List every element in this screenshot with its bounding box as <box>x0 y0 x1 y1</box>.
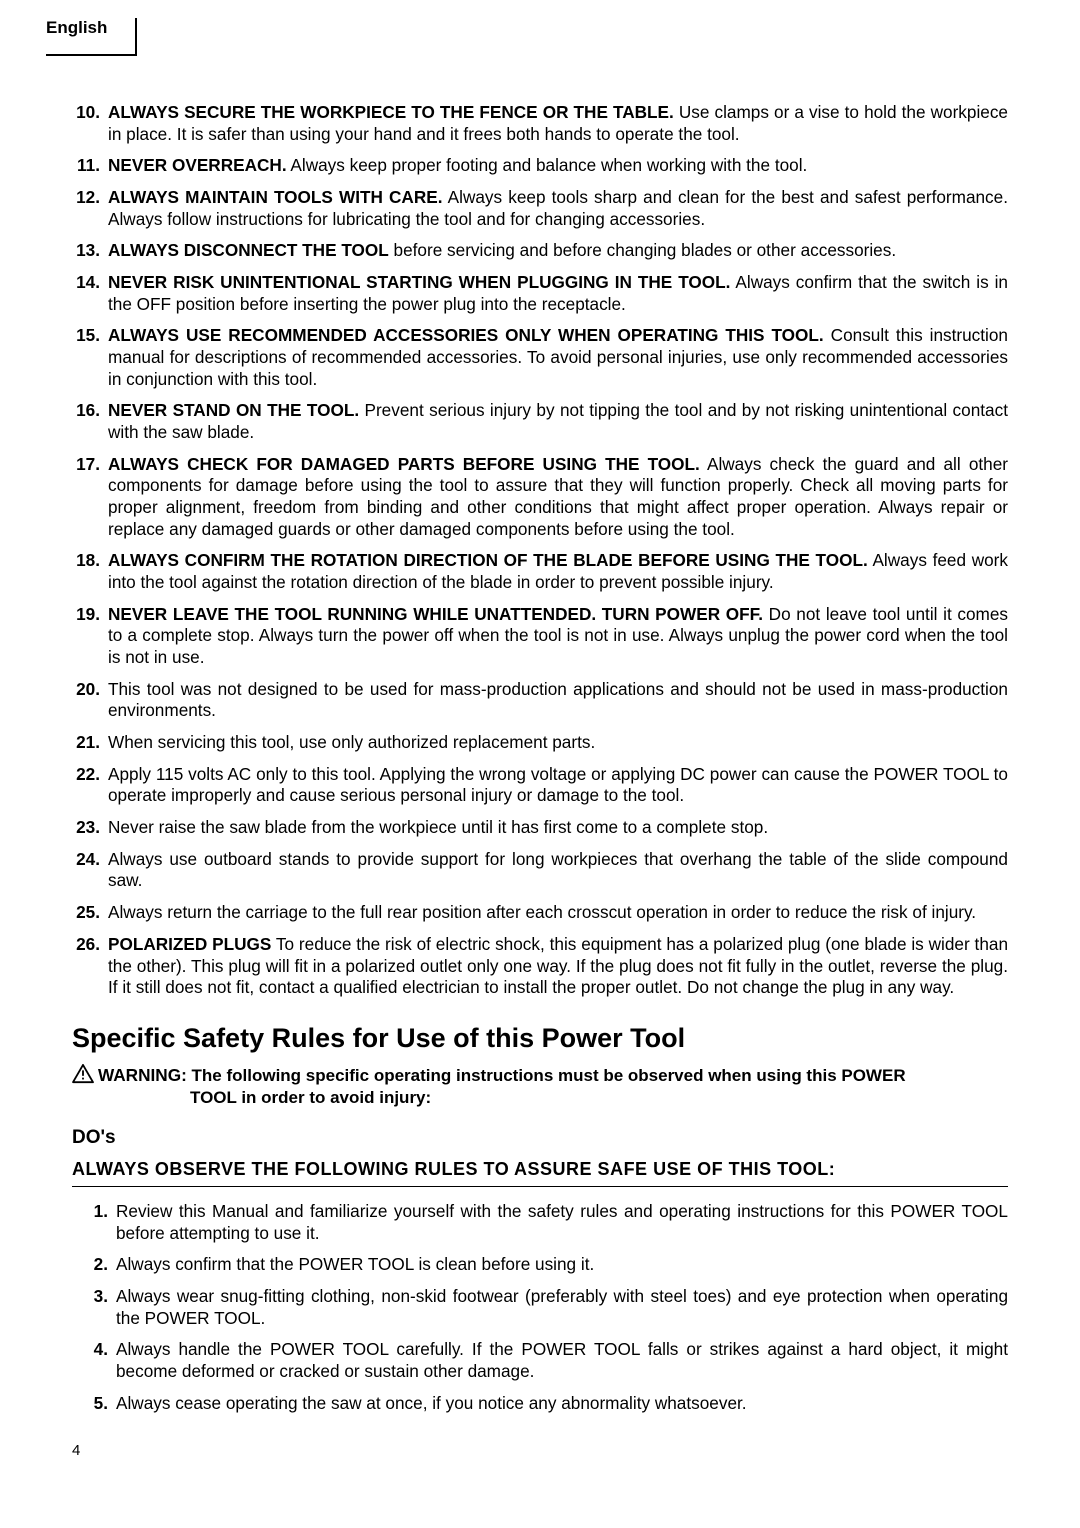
rule-text: Apply 115 volts AC only to this tool. Ap… <box>108 764 1008 806</box>
rule-number: 14. <box>72 272 108 315</box>
rule-body: NEVER LEAVE THE TOOL RUNNING WHILE UNATT… <box>108 604 1008 669</box>
rule-heading: NEVER LEAVE THE TOOL RUNNING WHILE UNATT… <box>108 604 763 624</box>
do-number: 1. <box>72 1201 116 1244</box>
safety-rules-list: 10.ALWAYS SECURE THE WORKPIECE TO THE FE… <box>72 102 1008 999</box>
rule-heading: ALWAYS CHECK FOR DAMAGED PARTS BEFORE US… <box>108 454 700 474</box>
rule-number: 15. <box>72 325 108 390</box>
rule-number: 10. <box>72 102 108 145</box>
rule-item: 24.Always use outboard stands to provide… <box>72 849 1008 892</box>
do-item: 2.Always confirm that the POWER TOOL is … <box>72 1254 1008 1276</box>
warning-line-1: The following specific operating instruc… <box>187 1066 906 1085</box>
do-item: 1.Review this Manual and familiarize you… <box>72 1201 1008 1244</box>
rule-text: Always use outboard stands to provide su… <box>108 849 1008 891</box>
warning-line-2: TOOL in order to avoid injury: <box>98 1087 1008 1109</box>
rule-heading: NEVER OVERREACH. <box>108 155 287 175</box>
dos-list: 1.Review this Manual and familiarize you… <box>72 1201 1008 1414</box>
rule-body: This tool was not designed to be used fo… <box>108 679 1008 722</box>
rule-body: POLARIZED PLUGS To reduce the risk of el… <box>108 934 1008 999</box>
do-number: 4. <box>72 1339 116 1382</box>
rule-body: ALWAYS SECURE THE WORKPIECE TO THE FENCE… <box>108 102 1008 145</box>
rule-item: 15.ALWAYS USE RECOMMENDED ACCESSORIES ON… <box>72 325 1008 390</box>
rule-item: 26.POLARIZED PLUGS To reduce the risk of… <box>72 934 1008 999</box>
do-number: 2. <box>72 1254 116 1276</box>
rule-item: 22.Apply 115 volts AC only to this tool.… <box>72 764 1008 807</box>
rule-heading: ALWAYS USE RECOMMENDED ACCESSORIES ONLY … <box>108 325 824 345</box>
rule-text: This tool was not designed to be used fo… <box>108 679 1008 721</box>
rule-number: 12. <box>72 187 108 230</box>
rule-text: Never raise the saw blade from the workp… <box>108 817 768 837</box>
do-text: Always confirm that the POWER TOOL is cl… <box>116 1254 1008 1276</box>
rule-item: 17.ALWAYS CHECK FOR DAMAGED PARTS BEFORE… <box>72 454 1008 541</box>
rule-item: 20.This tool was not designed to be used… <box>72 679 1008 722</box>
rule-body: NEVER OVERREACH. Always keep proper foot… <box>108 155 1008 177</box>
do-text: Review this Manual and familiarize yours… <box>116 1201 1008 1244</box>
rule-number: 26. <box>72 934 108 999</box>
rule-number: 11. <box>72 155 108 177</box>
rule-item: 19.NEVER LEAVE THE TOOL RUNNING WHILE UN… <box>72 604 1008 669</box>
rule-heading: POLARIZED PLUGS <box>108 934 271 954</box>
rule-text: before servicing and before changing bla… <box>389 240 896 260</box>
rule-body: ALWAYS CHECK FOR DAMAGED PARTS BEFORE US… <box>108 454 1008 541</box>
rule-number: 17. <box>72 454 108 541</box>
rule-number: 13. <box>72 240 108 262</box>
rule-item: 21.When servicing this tool, use only au… <box>72 732 1008 754</box>
rule-text: Always return the carriage to the full r… <box>108 902 976 922</box>
rule-body: ALWAYS USE RECOMMENDED ACCESSORIES ONLY … <box>108 325 1008 390</box>
rule-number: 18. <box>72 550 108 593</box>
rule-number: 23. <box>72 817 108 839</box>
rule-body: Always return the carriage to the full r… <box>108 902 1008 924</box>
rule-item: 14.NEVER RISK UNINTENTIONAL STARTING WHE… <box>72 272 1008 315</box>
rule-body: ALWAYS DISCONNECT THE TOOL before servic… <box>108 240 1008 262</box>
warning-label: WARNING: <box>98 1065 187 1085</box>
do-item: 5.Always cease operating the saw at once… <box>72 1393 1008 1415</box>
rule-body: Apply 115 volts AC only to this tool. Ap… <box>108 764 1008 807</box>
warning-text: WARNING: The following specific operatin… <box>98 1064 1008 1109</box>
rule-body: Always use outboard stands to provide su… <box>108 849 1008 892</box>
rule-heading: ALWAYS MAINTAIN TOOLS WITH CARE. <box>108 187 443 207</box>
rule-item: 25.Always return the carriage to the ful… <box>72 902 1008 924</box>
rule-heading: ALWAYS SECURE THE WORKPIECE TO THE FENCE… <box>108 102 674 122</box>
do-text: Always wear snug-fitting clothing, non-s… <box>116 1286 1008 1329</box>
rule-number: 22. <box>72 764 108 807</box>
rule-body: ALWAYS MAINTAIN TOOLS WITH CARE. Always … <box>108 187 1008 230</box>
do-text: Always handle the POWER TOOL carefully. … <box>116 1339 1008 1382</box>
rule-number: 21. <box>72 732 108 754</box>
rule-number: 24. <box>72 849 108 892</box>
rule-heading: NEVER STAND ON THE TOOL. <box>108 400 359 420</box>
rule-item: 16.NEVER STAND ON THE TOOL. Prevent seri… <box>72 400 1008 443</box>
rule-text: Always keep proper footing and balance w… <box>287 155 808 175</box>
rule-heading: ALWAYS CONFIRM THE ROTATION DIRECTION OF… <box>108 550 868 570</box>
dos-heading: DO's <box>72 1127 1008 1149</box>
rule-body: When servicing this tool, use only autho… <box>108 732 1008 754</box>
warning-block: WARNING: The following specific operatin… <box>72 1064 1008 1109</box>
do-number: 3. <box>72 1286 116 1329</box>
do-item: 4.Always handle the POWER TOOL carefully… <box>72 1339 1008 1382</box>
rule-number: 25. <box>72 902 108 924</box>
observe-heading: ALWAYS OBSERVE THE FOLLOWING RULES TO AS… <box>72 1159 1008 1187</box>
page-number: 4 <box>72 1442 1008 1459</box>
do-item: 3.Always wear snug-fitting clothing, non… <box>72 1286 1008 1329</box>
section-heading: Specific Safety Rules for Use of this Po… <box>72 1023 1008 1054</box>
rule-body: Never raise the saw blade from the workp… <box>108 817 1008 839</box>
rule-body: ALWAYS CONFIRM THE ROTATION DIRECTION OF… <box>108 550 1008 593</box>
rule-heading: NEVER RISK UNINTENTIONAL STARTING WHEN P… <box>108 272 730 292</box>
warning-icon <box>72 1064 94 1084</box>
rule-item: 23.Never raise the saw blade from the wo… <box>72 817 1008 839</box>
rule-number: 20. <box>72 679 108 722</box>
rule-number: 16. <box>72 400 108 443</box>
language-tab: English <box>46 18 137 56</box>
rule-number: 19. <box>72 604 108 669</box>
rule-item: 13.ALWAYS DISCONNECT THE TOOL before ser… <box>72 240 1008 262</box>
do-number: 5. <box>72 1393 116 1415</box>
rule-body: NEVER RISK UNINTENTIONAL STARTING WHEN P… <box>108 272 1008 315</box>
rule-item: 11.NEVER OVERREACH. Always keep proper f… <box>72 155 1008 177</box>
rule-body: NEVER STAND ON THE TOOL. Prevent serious… <box>108 400 1008 443</box>
do-text: Always cease operating the saw at once, … <box>116 1393 1008 1415</box>
rule-item: 12.ALWAYS MAINTAIN TOOLS WITH CARE. Alwa… <box>72 187 1008 230</box>
rule-item: 18.ALWAYS CONFIRM THE ROTATION DIRECTION… <box>72 550 1008 593</box>
rule-item: 10.ALWAYS SECURE THE WORKPIECE TO THE FE… <box>72 102 1008 145</box>
rule-text: When servicing this tool, use only autho… <box>108 732 595 752</box>
rule-heading: ALWAYS DISCONNECT THE TOOL <box>108 240 389 260</box>
